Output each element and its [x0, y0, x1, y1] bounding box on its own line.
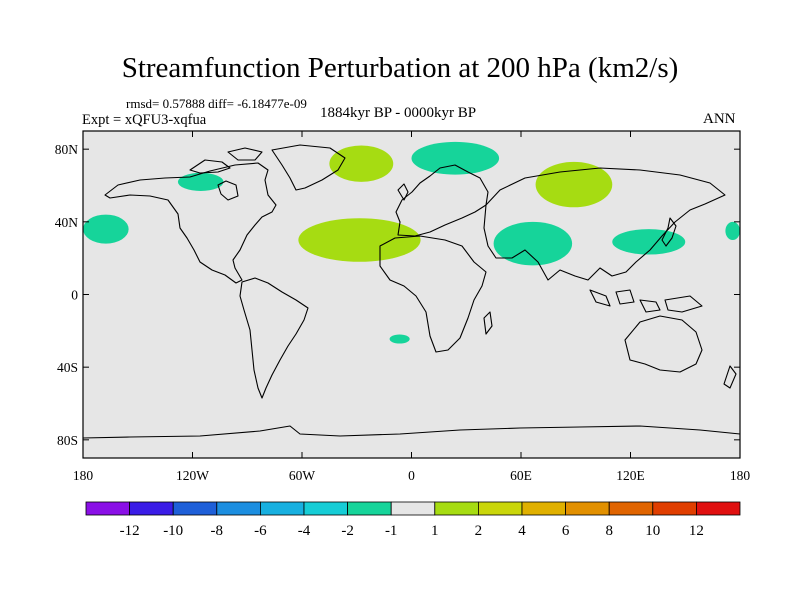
experiment-label: Expt = xQFU3-xqfua [82, 112, 207, 128]
coast-british-isles [397, 183, 409, 201]
lat-tick-label: 40S [57, 360, 78, 375]
coast-hudson-bay [217, 180, 239, 201]
anomaly-region-negative [411, 141, 500, 175]
colorbar-label: 6 [562, 523, 570, 539]
anomaly-region-negative [612, 229, 686, 255]
anomaly-region-positive [329, 145, 394, 182]
lat-tick-label: 80N [55, 142, 79, 157]
anomaly-region-positive [535, 161, 613, 208]
colorbar-label: -2 [341, 523, 354, 539]
coast-north-america [104, 162, 277, 284]
lon-tick-label: 60W [289, 468, 316, 483]
colorbar-label: -8 [211, 523, 224, 539]
colorbar-swatch [565, 501, 610, 516]
lon-tick-label: 180 [730, 468, 751, 483]
colorbar-swatch [434, 501, 479, 516]
anomaly-region-negative [725, 221, 740, 241]
lon-tick-label: 0 [408, 468, 415, 483]
colorbar-label: 12 [689, 523, 704, 539]
anomaly-region-negative [177, 172, 224, 191]
colorbar-label: 4 [518, 523, 526, 539]
coast-australia [624, 315, 703, 373]
colorbar-swatch [390, 501, 436, 516]
period-label: 1884kyr BP - 0000kyr BP [320, 105, 477, 121]
colorbar-label: -4 [298, 523, 311, 539]
colorbar-label: 2 [475, 523, 483, 539]
colorbar-swatch [129, 501, 174, 516]
colorbar-label: -1 [385, 523, 398, 539]
coast-arctic-islands [189, 147, 263, 174]
longitude-axis: 180 120W 60W 0 60E 120E 180 [73, 131, 751, 483]
season-label: ANN [703, 111, 736, 127]
colorbar-swatch [347, 501, 392, 516]
coast-greenland [271, 144, 346, 191]
colorbar-label: 8 [605, 523, 613, 539]
coast-antarctica [82, 425, 741, 439]
coast-asia [483, 167, 726, 281]
lat-tick-label: 0 [71, 288, 78, 303]
colorbar-label: 1 [431, 523, 439, 539]
coast-madagascar [483, 311, 493, 335]
lon-tick-label: 120W [176, 468, 209, 483]
anomaly-region-negative [389, 334, 410, 344]
colorbar-swatch [85, 501, 130, 516]
coast-maritime-islands [589, 289, 703, 313]
colorbar-swatch [477, 501, 523, 516]
colorbar-swatch [696, 501, 741, 516]
coast-south-america [239, 277, 309, 399]
page-title: Streamfunction Perturbation at 200 hPa (… [121, 52, 679, 84]
colorbar: -12 -10 -8 -6 -4 -2 -1 1 2 4 6 8 10 12 [85, 501, 741, 539]
coast-new-zealand [723, 365, 737, 389]
coast-europe [395, 164, 489, 237]
anomaly-region-positive [298, 218, 421, 262]
colorbar-label: -6 [254, 523, 267, 539]
anomaly-region-negative [493, 221, 573, 266]
colorbar-swatch [216, 501, 261, 516]
lat-tick-label: 80S [57, 433, 78, 448]
colorbar-swatch [259, 501, 305, 516]
anomaly-region-negative [83, 214, 129, 244]
colorbar-label: -10 [163, 523, 183, 539]
colorbar-swatch [303, 501, 348, 516]
colorbar-label: 10 [645, 523, 660, 539]
colorbar-swatch [652, 501, 697, 516]
lon-tick-label: 180 [73, 468, 94, 483]
coast-japan [661, 217, 677, 247]
lat-tick-label: 40N [55, 215, 79, 230]
colorbar-label: -12 [120, 523, 140, 539]
colorbar-swatch [521, 501, 566, 516]
latitude-axis: 80N 40N 0 40S 80S [55, 142, 740, 448]
coastlines [82, 144, 741, 439]
lon-tick-label: 60E [510, 468, 532, 483]
colorbar-swatch [172, 501, 218, 516]
lon-tick-label: 120E [616, 468, 645, 483]
stats-text: rmsd= 0.57888 diff= -6.18477e-09 [126, 96, 307, 111]
colorbar-swatch [608, 501, 654, 516]
coast-africa [379, 235, 487, 353]
